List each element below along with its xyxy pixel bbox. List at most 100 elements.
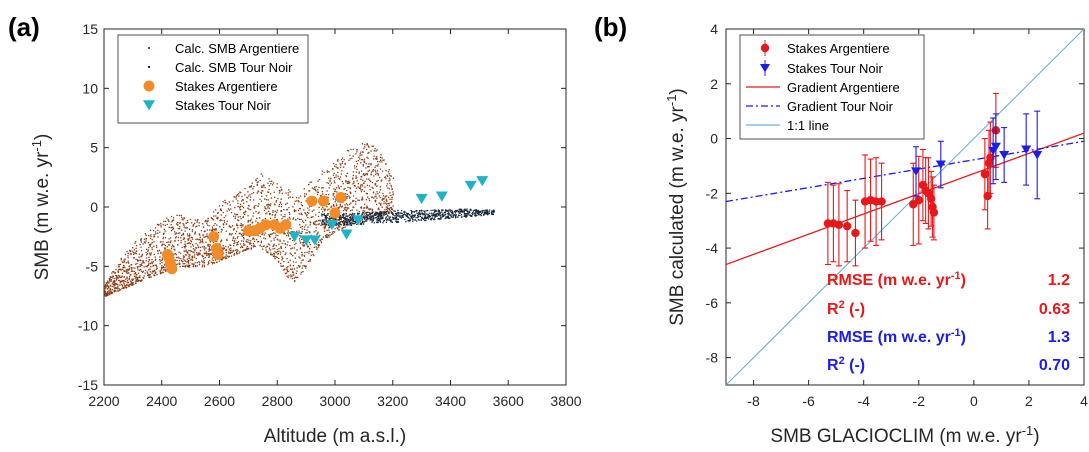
dot-point xyxy=(106,293,108,295)
dot-point xyxy=(348,219,350,221)
dot-point xyxy=(157,229,159,232)
dot-point xyxy=(153,229,155,232)
dot-point xyxy=(207,263,209,266)
dot-point xyxy=(300,238,303,240)
dot-point xyxy=(154,256,156,258)
dot-point xyxy=(441,209,443,211)
dot-point xyxy=(406,212,408,214)
dot-point xyxy=(388,172,390,175)
dot-point xyxy=(460,210,462,212)
dot-point xyxy=(268,213,271,216)
dot-point xyxy=(426,209,429,212)
dot-point xyxy=(392,218,394,221)
dot-point xyxy=(160,224,162,226)
dot-point xyxy=(314,188,316,190)
dot-point xyxy=(227,256,230,258)
dot-point xyxy=(316,191,319,193)
dot-point xyxy=(414,219,416,221)
dot-point xyxy=(300,232,302,234)
dot-point xyxy=(290,274,292,276)
dot-point xyxy=(205,251,207,253)
dot-point xyxy=(187,262,190,264)
dot-point xyxy=(434,214,437,216)
dot-point xyxy=(468,210,470,213)
dot-point xyxy=(345,199,347,201)
dot-point xyxy=(218,260,221,262)
dot-point xyxy=(344,162,346,165)
dot-point xyxy=(117,276,119,278)
dot-point xyxy=(364,180,366,183)
dot-point xyxy=(191,258,193,260)
dot-point xyxy=(384,211,386,213)
dot-point xyxy=(256,183,258,185)
dot-point xyxy=(363,160,365,162)
dot-point xyxy=(199,252,201,254)
dot-point xyxy=(413,214,415,216)
dot-point xyxy=(199,242,201,244)
dot-point xyxy=(238,195,240,197)
dot-point xyxy=(334,182,336,184)
dot-point xyxy=(399,216,401,218)
dot-point xyxy=(121,272,124,275)
dot-point xyxy=(452,212,454,214)
dot-point xyxy=(138,279,140,281)
dot-point xyxy=(355,177,357,179)
dot-point xyxy=(123,259,125,261)
dot-point xyxy=(192,256,194,259)
dot-point xyxy=(376,158,378,160)
dot-point xyxy=(166,223,168,226)
dot-point xyxy=(269,180,271,183)
dot-point xyxy=(390,194,392,197)
dot-point xyxy=(131,247,134,249)
dot-point xyxy=(455,213,457,216)
dot-point xyxy=(155,244,158,247)
dot-point xyxy=(299,247,302,249)
dot-point xyxy=(393,217,395,219)
dot-point xyxy=(377,179,379,182)
dot-point xyxy=(206,229,208,231)
dot-point xyxy=(395,220,397,222)
dot-point xyxy=(188,235,190,237)
dot-point xyxy=(203,230,205,233)
dot-point xyxy=(304,195,306,198)
dot-point xyxy=(334,201,336,203)
dot-point xyxy=(188,266,191,268)
dot-point xyxy=(288,232,290,234)
dot-point xyxy=(379,186,382,188)
dot-point xyxy=(436,215,438,217)
dot-point xyxy=(301,205,304,207)
dot-point xyxy=(385,198,388,200)
dot-point xyxy=(354,220,357,222)
dot-point xyxy=(361,213,363,215)
dot-point xyxy=(155,272,157,274)
dot-point xyxy=(357,160,359,162)
dot-point xyxy=(139,259,141,261)
dot-point xyxy=(178,257,180,259)
dot-point xyxy=(385,163,387,165)
dot-point xyxy=(320,240,322,242)
dot-point xyxy=(296,270,298,272)
dot-point xyxy=(369,217,372,220)
dot-point xyxy=(216,224,218,226)
dot-point xyxy=(350,221,352,223)
dot-point xyxy=(379,213,381,215)
dot-point xyxy=(463,215,465,217)
dot-point xyxy=(352,200,354,203)
dot-point xyxy=(142,271,144,274)
dot-point xyxy=(183,256,186,258)
dot-point xyxy=(123,260,126,262)
dot-point xyxy=(303,255,306,257)
dot-point xyxy=(149,253,152,256)
y-tick-label-a: -15 xyxy=(78,377,98,393)
dot-point xyxy=(316,220,318,222)
dot-point xyxy=(148,252,151,254)
dot-point xyxy=(348,222,351,224)
dot-point xyxy=(333,172,335,174)
dot-point xyxy=(324,217,327,220)
dot-point xyxy=(188,228,191,231)
dot-point xyxy=(353,213,355,215)
dot-point xyxy=(294,243,296,246)
dot-point xyxy=(329,180,331,182)
dot-point xyxy=(194,250,196,252)
